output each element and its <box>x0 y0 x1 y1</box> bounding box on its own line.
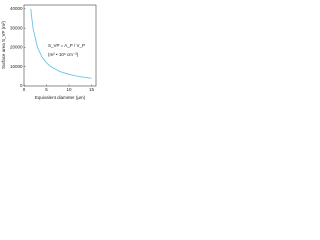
x-axis-label: Equivalent diameter (µm) <box>35 95 86 100</box>
plot-frame <box>23 4 97 87</box>
chart: Surface area S_VP (m²) Equivalent diamet… <box>1 4 97 100</box>
line <box>30 8 92 79</box>
y-axis-label: Surface area S_VP (m²) <box>1 21 6 69</box>
y-tick-label: 10000 <box>10 64 23 69</box>
x-tick-label: 15 <box>89 87 95 92</box>
y-tick-label: 20000 <box>10 45 23 50</box>
x-tick-label: 0 <box>23 87 26 92</box>
annotation: S_VP = A_P / V_P <box>48 43 85 48</box>
y-tick-label: 0 <box>20 83 23 88</box>
x-tick-label: 10 <box>66 87 72 92</box>
x-tick-label: 5 <box>45 87 48 92</box>
annotation: (m² • 10⁶ cm⁻³) <box>48 52 79 57</box>
y-tick-label: 30000 <box>10 25 23 30</box>
y-tick-label: 40000 <box>10 6 23 11</box>
